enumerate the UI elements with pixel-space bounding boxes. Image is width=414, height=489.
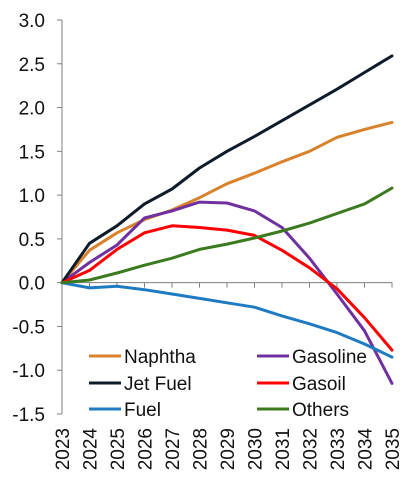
legend-item-others: Others xyxy=(257,400,349,421)
legend-item-naphtha: Naphtha xyxy=(89,347,196,368)
x-tick-label: 2032 xyxy=(301,428,322,470)
series-line-gasoline xyxy=(60,200,394,385)
legend-label: Jet Fuel xyxy=(124,374,192,395)
y-tick-label: 2.0 xyxy=(19,99,45,120)
y-axis: 3.0 2.5 2.0 1.5 1.0 0.5 0.0 -0.5 -1.0 -1.5 xyxy=(12,11,63,426)
x-tick-label: 2026 xyxy=(136,428,157,470)
y-tick-label: 0.0 xyxy=(19,274,45,295)
series-lines xyxy=(60,54,394,385)
legend-label: Others xyxy=(292,400,349,421)
y-tick-label: 2.5 xyxy=(19,55,45,76)
legend-item-fuel: Fuel xyxy=(89,400,161,421)
x-tick-label: 2028 xyxy=(191,428,212,470)
y-tick-label: 1.5 xyxy=(19,142,45,163)
y-tick-label: 0.5 xyxy=(19,230,45,251)
x-tick-label: 2035 xyxy=(383,428,404,470)
x-tick-label: 2024 xyxy=(81,428,102,471)
x-tick-label: 2029 xyxy=(218,428,239,470)
series-line-others xyxy=(60,186,394,285)
legend-label: Gasoil xyxy=(292,374,346,395)
x-tick-label: 2034 xyxy=(356,428,377,471)
x-tick-label: 2025 xyxy=(108,428,129,470)
series-line-gasoil xyxy=(60,224,394,352)
series-line-fuel xyxy=(60,281,394,359)
legend-item-gasoline: Gasoline xyxy=(257,347,367,368)
y-tick-label: 3.0 xyxy=(19,11,45,32)
x-tick-label: 2030 xyxy=(246,428,267,470)
x-axis: 2023 2024 2025 2026 2027 2028 2029 2030 2031 2032… xyxy=(53,282,404,471)
x-tick-label: 2023 xyxy=(53,428,74,470)
legend-item-jet-fuel: Jet Fuel xyxy=(89,374,192,395)
series-line-naphtha xyxy=(60,120,394,285)
y-tick-label: -1.5 xyxy=(12,405,45,426)
y-tick-label: -1.0 xyxy=(12,361,45,382)
y-tick-label: 1.0 xyxy=(19,186,45,207)
series-line-jet-fuel xyxy=(60,54,394,285)
legend-label: Naphtha xyxy=(124,347,196,368)
legend-label: Fuel xyxy=(124,400,161,421)
legend-label: Gasoline xyxy=(292,347,367,368)
legend: Naphtha Gasoline Jet Fuel Gasoil Fuel Others xyxy=(89,347,367,421)
x-tick-label: 2031 xyxy=(273,428,294,470)
x-tick-label: 2027 xyxy=(163,428,184,470)
x-tick-label: 2033 xyxy=(328,428,349,470)
y-tick-label: -0.5 xyxy=(12,317,45,338)
legend-item-gasoil: Gasoil xyxy=(257,374,346,395)
